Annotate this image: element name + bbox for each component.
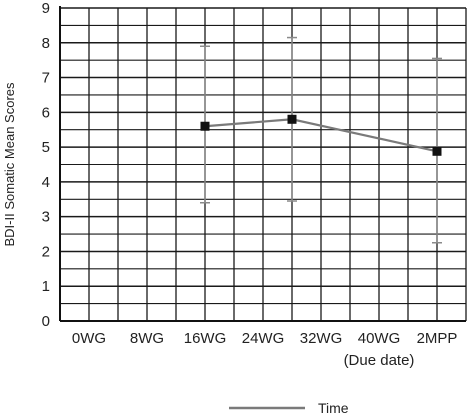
y-tick-label: 6: [42, 104, 50, 121]
data-markers: [200, 114, 442, 156]
x-tick-label: 8WG: [130, 330, 164, 347]
y-tick-label: 8: [42, 35, 50, 52]
y-tick-label: 4: [42, 174, 50, 191]
x-tick-label: 40WG: [358, 330, 401, 347]
axis-labels: 0 1 2 3 4 5 6 7 8 9 0WG 8WG 16WG 24WG 32WG 40WG (Due dat…: [2, 0, 457, 369]
x-tick-note: (Due date): [344, 352, 415, 369]
x-tick-label: 0WG: [72, 330, 106, 347]
x-tick-label: 2MPP: [417, 330, 458, 347]
y-tick-label: 9: [42, 0, 50, 17]
y-axis-title: BDI-II Somatic Mean Scores: [2, 82, 17, 246]
legend: Time: [229, 400, 349, 416]
y-tick-label: 1: [42, 278, 50, 295]
y-tick-label: 3: [42, 209, 50, 226]
y-tick-label: 5: [42, 139, 50, 156]
data-point-marker: [432, 146, 442, 156]
x-tick-label: 24WG: [242, 330, 285, 347]
axes: [59, 6, 466, 322]
grid: [60, 7, 467, 321]
y-tick-label: 0: [42, 313, 50, 330]
x-tick-label: 16WG: [184, 330, 227, 347]
x-tick-label: 32WG: [300, 330, 343, 347]
data-point-marker: [200, 121, 210, 131]
legend-label: Time: [318, 400, 349, 414]
y-tick-label: 7: [42, 70, 50, 87]
y-tick-label: 2: [42, 243, 50, 260]
data-point-marker: [287, 114, 297, 124]
